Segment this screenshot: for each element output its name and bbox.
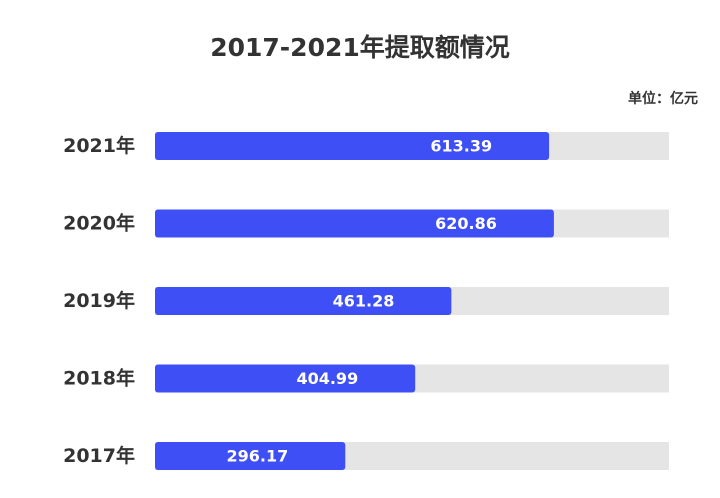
category-label: 2019年 [63, 289, 135, 312]
chart-title: 2017-2021年提取额情况 [210, 33, 510, 62]
bar-2019年 [155, 287, 452, 315]
value-label: 620.86 [435, 214, 497, 233]
unit-label: 单位：亿元 [628, 91, 698, 107]
value-label: 461.28 [333, 292, 395, 311]
bar-2017年 [155, 442, 346, 470]
category-label: 2018年 [63, 367, 135, 390]
category-label: 2017年 [63, 444, 135, 467]
value-label: 613.39 [430, 137, 492, 156]
bar-2018年 [155, 364, 416, 393]
value-label: 404.99 [296, 369, 358, 388]
bar-2021年 [155, 132, 550, 160]
category-label: 2020年 [63, 212, 135, 235]
bar-2020年 [155, 209, 554, 238]
category-label: 2021年 [63, 134, 135, 157]
value-label: 296.17 [227, 447, 289, 466]
